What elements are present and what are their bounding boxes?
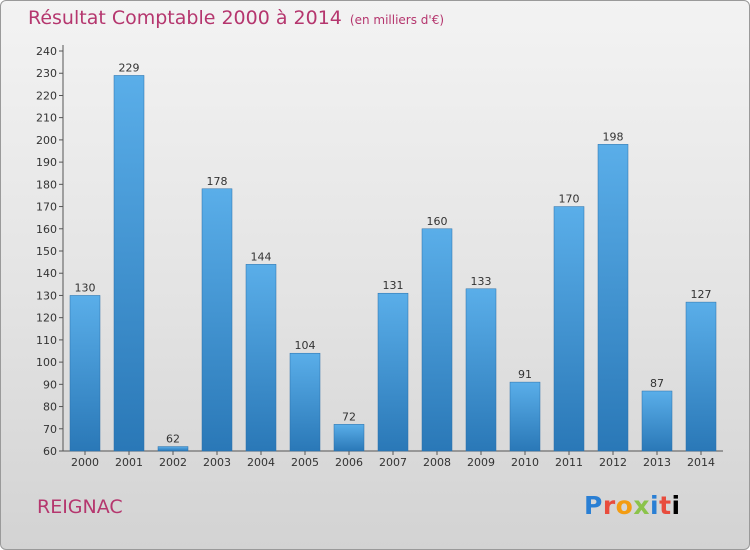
data-label: 87 bbox=[650, 377, 664, 390]
data-label: 62 bbox=[166, 433, 180, 446]
bar-2002[interactable] bbox=[157, 446, 189, 452]
data-labels: 130 229 62 178 144 104 72 131 160 133 91 170 198 87 12… bbox=[75, 61, 712, 445]
y-tick-label: 90 bbox=[43, 378, 57, 391]
y-tick-label: 150 bbox=[36, 245, 57, 258]
y-tick-label: 120 bbox=[36, 312, 57, 325]
town-name: REIGNAC bbox=[37, 496, 123, 518]
y-tick-label: 60 bbox=[43, 445, 57, 458]
y-tick-label: 110 bbox=[36, 334, 57, 347]
y-tick-label: 210 bbox=[36, 112, 57, 125]
y-tick-label: 70 bbox=[43, 423, 57, 436]
y-tick-label: 160 bbox=[36, 223, 57, 236]
x-tick-label: 2001 bbox=[115, 456, 143, 469]
bar-2004[interactable] bbox=[245, 264, 277, 452]
logo-letter: x bbox=[633, 491, 650, 520]
chart-title: Résultat Comptable 2000 à 2014 (en millie… bbox=[28, 7, 444, 29]
data-label: 104 bbox=[295, 339, 316, 352]
bar-2012[interactable] bbox=[597, 144, 629, 452]
data-label: 130 bbox=[75, 281, 96, 294]
data-label: 160 bbox=[427, 215, 448, 228]
y-tick-label: 220 bbox=[36, 89, 57, 102]
x-tick-label: 2000 bbox=[71, 456, 99, 469]
proxiti-logo[interactable]: Proxiti bbox=[584, 491, 681, 520]
y-tick-label: 80 bbox=[43, 401, 57, 414]
x-tick-label: 2013 bbox=[643, 456, 671, 469]
chart-title-text: Résultat Comptable 2000 à 2014 bbox=[28, 7, 342, 29]
data-label: 133 bbox=[471, 275, 492, 288]
y-tick-label: 240 bbox=[36, 45, 57, 58]
bar-2008[interactable] bbox=[421, 228, 453, 452]
data-label: 178 bbox=[207, 175, 228, 188]
bars bbox=[69, 75, 717, 452]
chart-subtitle: (en milliers d'€) bbox=[349, 13, 445, 27]
x-tick-label: 2011 bbox=[555, 456, 583, 469]
logo-letter: P bbox=[584, 491, 603, 520]
bar-2006[interactable] bbox=[333, 424, 365, 452]
logo-letter: r bbox=[602, 491, 616, 520]
bar-2011[interactable] bbox=[553, 206, 585, 452]
y-tick-label: 140 bbox=[36, 267, 57, 280]
x-tick-label: 2005 bbox=[291, 456, 319, 469]
x-tick-label: 2003 bbox=[203, 456, 231, 469]
y-tick-label: 200 bbox=[36, 134, 57, 147]
y-tick-label: 180 bbox=[36, 178, 57, 191]
data-label: 170 bbox=[559, 193, 580, 206]
bar-2013[interactable] bbox=[641, 390, 673, 452]
x-tick-label: 2007 bbox=[379, 456, 407, 469]
x-tick-label: 2004 bbox=[247, 456, 275, 469]
bar-2003[interactable] bbox=[201, 188, 233, 452]
data-label: 91 bbox=[518, 368, 532, 381]
bar-2000[interactable] bbox=[69, 295, 101, 452]
x-tick-label: 2012 bbox=[599, 456, 627, 469]
x-tick-label: 2014 bbox=[687, 456, 715, 469]
bar-2005[interactable] bbox=[289, 352, 321, 452]
x-tick-label: 2002 bbox=[159, 456, 187, 469]
x-tick-label: 2006 bbox=[335, 456, 363, 469]
bar-2009[interactable] bbox=[465, 288, 497, 452]
y-axis: 60 70 80 90 100 110 120 130 140 150 160 170 180 190 20… bbox=[36, 45, 64, 458]
logo-letter: i bbox=[650, 491, 660, 520]
logo-letter: i bbox=[671, 491, 681, 520]
data-label: 127 bbox=[691, 288, 712, 301]
y-tick-label: 170 bbox=[36, 201, 57, 214]
x-tick-label: 2008 bbox=[423, 456, 451, 469]
x-axis: 2000 2001 2002 2003 2004 2005 2006 2007 2008 2009… bbox=[63, 450, 723, 469]
bar-2014[interactable] bbox=[685, 301, 717, 452]
data-label: 198 bbox=[603, 130, 624, 143]
bar-2010[interactable] bbox=[509, 381, 541, 452]
y-tick-label: 100 bbox=[36, 356, 57, 369]
y-tick-label: 190 bbox=[36, 156, 57, 169]
y-tick-label: 230 bbox=[36, 67, 57, 80]
bar-2007[interactable] bbox=[377, 292, 409, 452]
data-label: 144 bbox=[251, 250, 272, 263]
bar-2001[interactable] bbox=[113, 75, 145, 452]
data-label: 229 bbox=[119, 61, 140, 74]
x-tick-label: 2010 bbox=[511, 456, 539, 469]
x-tick-label: 2009 bbox=[467, 456, 495, 469]
logo-letter: o bbox=[615, 491, 634, 520]
data-label: 131 bbox=[383, 279, 404, 292]
y-tick-label: 130 bbox=[36, 289, 57, 302]
logo-letter: t bbox=[659, 491, 672, 520]
data-label: 72 bbox=[342, 410, 356, 423]
